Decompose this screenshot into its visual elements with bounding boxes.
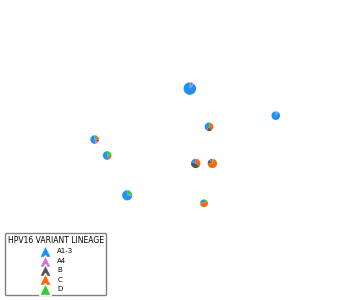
Wedge shape xyxy=(205,122,209,130)
Wedge shape xyxy=(209,160,212,164)
Wedge shape xyxy=(107,155,109,160)
Wedge shape xyxy=(127,190,132,195)
Wedge shape xyxy=(200,200,204,203)
Wedge shape xyxy=(200,202,204,203)
Wedge shape xyxy=(276,111,277,116)
Wedge shape xyxy=(94,140,99,142)
Legend: A1-3, A4, B, C, D: A1-3, A4, B, C, D xyxy=(5,233,106,295)
Wedge shape xyxy=(190,82,191,88)
Wedge shape xyxy=(190,83,194,88)
Wedge shape xyxy=(276,112,278,116)
Wedge shape xyxy=(200,201,208,207)
Wedge shape xyxy=(191,162,200,168)
Wedge shape xyxy=(212,159,214,164)
Wedge shape xyxy=(127,194,132,195)
Wedge shape xyxy=(107,151,111,156)
Wedge shape xyxy=(208,159,217,168)
Wedge shape xyxy=(209,123,213,130)
Wedge shape xyxy=(196,159,200,166)
Wedge shape xyxy=(191,162,196,164)
Wedge shape xyxy=(94,135,97,140)
Wedge shape xyxy=(107,155,111,159)
Wedge shape xyxy=(276,112,278,116)
Wedge shape xyxy=(207,127,212,131)
Wedge shape xyxy=(94,136,99,140)
Wedge shape xyxy=(206,127,209,130)
Wedge shape xyxy=(191,159,196,164)
Wedge shape xyxy=(204,200,207,203)
Wedge shape xyxy=(272,111,280,120)
Wedge shape xyxy=(210,159,212,164)
Wedge shape xyxy=(200,202,204,203)
Wedge shape xyxy=(107,155,110,159)
Wedge shape xyxy=(90,135,96,144)
Wedge shape xyxy=(190,82,193,88)
Wedge shape xyxy=(127,194,132,195)
Wedge shape xyxy=(209,122,211,127)
Wedge shape xyxy=(94,140,98,144)
Wedge shape xyxy=(122,190,132,200)
Wedge shape xyxy=(190,82,191,88)
Wedge shape xyxy=(183,82,196,95)
Wedge shape xyxy=(208,160,212,164)
Wedge shape xyxy=(103,151,108,160)
